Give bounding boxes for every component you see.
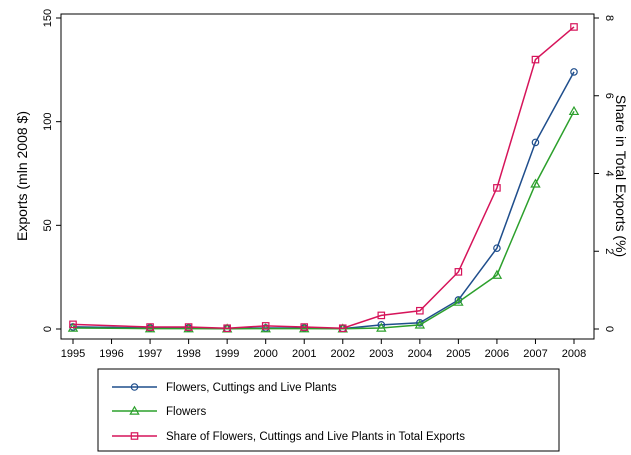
data-point	[183, 323, 194, 333]
legend-label: Share of Flowers, Cuttings and Live Plan…	[166, 431, 465, 443]
data-point	[260, 323, 271, 333]
y-tick-label-left: 0	[42, 326, 54, 332]
y-tick-label-right: 8	[603, 15, 615, 21]
legend: Flowers, Cuttings and Live Plants Flowers…	[97, 368, 560, 452]
y-axis-left: 0 50 100 150	[42, 9, 62, 339]
plot-area	[60, 13, 595, 340]
data-point	[570, 68, 578, 76]
legend-item: Share of Flowers, Cuttings and Live Plan…	[112, 431, 465, 443]
y-axis-right: 0 2 4 6 8	[593, 14, 615, 339]
x-tick-label: 2002	[331, 348, 355, 360]
y-tick-label-right: 6	[603, 93, 615, 99]
legend-item: Flowers	[112, 405, 207, 418]
data-point	[530, 178, 541, 188]
data-point	[184, 323, 193, 331]
x-tick-label: 2005	[446, 348, 470, 360]
legend-marker	[129, 405, 140, 415]
x-tick-label: 2003	[369, 348, 393, 360]
x-tick-label: 1999	[215, 348, 239, 360]
data-point	[338, 324, 347, 333]
data-point	[531, 55, 540, 64]
x-tick-label: 2007	[523, 348, 547, 360]
series-line	[72, 26, 575, 329]
y-axis-left-title: Exports (mln 2008 $)	[14, 111, 30, 241]
x-tick-label: 1998	[176, 348, 200, 360]
legend-item: Flowers, Cuttings and Live Plants	[112, 382, 337, 394]
legend-label: Flowers	[166, 406, 207, 418]
data-point	[531, 138, 540, 147]
data-point	[493, 244, 501, 252]
x-tick-label: 1997	[138, 348, 162, 360]
data-point	[261, 322, 270, 330]
x-tick-label: 2001	[292, 348, 316, 360]
y-tick-label-right: 2	[603, 248, 615, 254]
legend-box	[97, 368, 560, 452]
data-point	[144, 323, 156, 333]
legend-marker	[130, 383, 139, 391]
y-tick-label-right: 0	[603, 326, 615, 332]
data-point	[570, 23, 578, 31]
legend-marker	[130, 432, 139, 440]
data-point	[491, 269, 503, 279]
data-point	[376, 322, 387, 332]
data-point	[453, 296, 464, 306]
data-point	[568, 105, 580, 116]
data-point	[377, 311, 386, 320]
data-point	[414, 319, 426, 329]
y-axis-right-title: Share in Total Exports (%)	[613, 95, 629, 257]
data-point	[146, 323, 154, 331]
x-tick-label: 2000	[253, 348, 277, 360]
y-tick-label-left: 100	[42, 112, 54, 130]
data-point	[69, 320, 77, 329]
x-tick-label: 2006	[485, 348, 509, 360]
x-tick-label: 2008	[562, 348, 586, 360]
series-3	[69, 23, 578, 333]
data-point	[416, 306, 424, 315]
x-tick-label: 2004	[408, 348, 432, 360]
data-point	[493, 184, 501, 192]
data-point	[454, 268, 463, 276]
series-layer	[67, 23, 580, 333]
x-axis: 1995 1996 1997 1998 1999 2000 2001 2002 2003 2004…	[61, 338, 594, 360]
x-tick-label: 1996	[99, 348, 123, 360]
data-point	[298, 323, 310, 333]
y-tick-label-left: 50	[42, 219, 54, 231]
legend-label: Flowers, Cuttings and Live Plants	[166, 382, 337, 394]
data-point	[300, 323, 309, 331]
y-tick-label-left: 150	[42, 9, 54, 27]
y-tick-label-right: 4	[603, 170, 615, 176]
x-tick-label: 1995	[61, 348, 85, 360]
data-point	[223, 324, 231, 333]
